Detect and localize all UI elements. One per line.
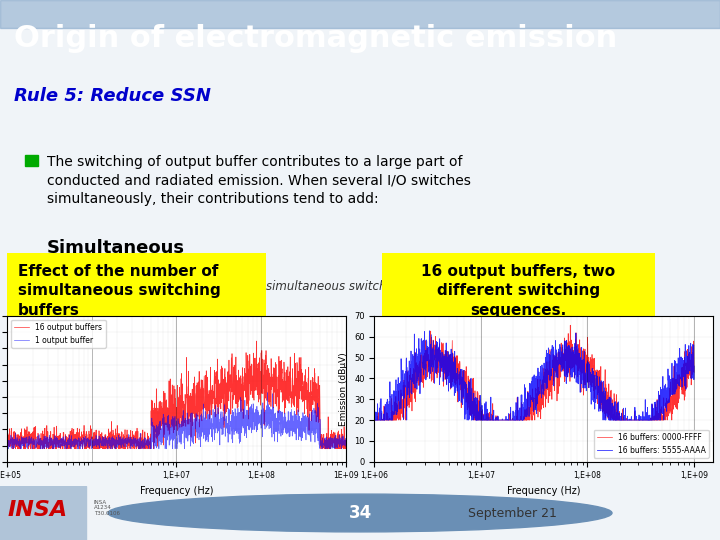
16 buffers: 5555-AAAA: (1.43e+06, 22.6): 5555-AAAA: (1.43e+06, 22.6) bbox=[387, 411, 395, 418]
16 buffers: 5555-AAAA: (8.24e+08, 55.1): 5555-AAAA: (8.24e+08, 55.1) bbox=[681, 344, 690, 350]
1 output buffer bbox=[341, 443, 350, 449]
16 buffers: 0000-FFFF: (6.89e+07, 65.5): 0000-FFFF: (6.89e+07, 65.5) bbox=[566, 322, 575, 328]
16 buffers: 0000-FFFF: (1e+06, 20): 0000-FFFF: (1e+06, 20) bbox=[370, 417, 379, 423]
16 buffers: 5555-AAAA: (1e+09, 45.9): 5555-AAAA: (1e+09, 45.9) bbox=[690, 363, 698, 369]
Y-axis label: Emission (dBµV): Emission (dBµV) bbox=[340, 352, 348, 426]
Line: 16 buffers: 0000-FFFF: 16 buffers: 0000-FFFF bbox=[374, 325, 694, 420]
16 buffers: 5555-AAAA: (2.9e+07, 27.1): 5555-AAAA: (2.9e+07, 27.1) bbox=[526, 402, 534, 409]
16 buffers: 5555-AAAA: (1.01e+06, 20): 5555-AAAA: (1.01e+06, 20) bbox=[370, 417, 379, 423]
Line: 16 output buffers: 16 output buffers bbox=[7, 341, 346, 449]
Text: 34: 34 bbox=[348, 504, 372, 522]
X-axis label: Frequency (Hz): Frequency (Hz) bbox=[507, 486, 580, 496]
1 output buffer bbox=[4, 446, 13, 452]
1 output buffer bbox=[332, 436, 341, 443]
Text: 16 output buffers, two
different switching
sequences.: 16 output buffers, two different switchi… bbox=[421, 264, 616, 318]
Bar bbox=[0, 0, 720, 28]
Text: simultaneous switching lines (bus coding): simultaneous switching lines (bus coding… bbox=[266, 280, 513, 293]
1 output buffer bbox=[270, 415, 279, 422]
16 buffers: 0000-FFFF: (8.21e+08, 31.3): 0000-FFFF: (8.21e+08, 31.3) bbox=[680, 393, 689, 400]
16 output buffers bbox=[3, 435, 12, 442]
Text: September 21: September 21 bbox=[468, 507, 557, 519]
16 output buffers bbox=[20, 426, 29, 432]
16 buffers: 0000-FFFF: (2.88e+07, 20): 0000-FFFF: (2.88e+07, 20) bbox=[526, 417, 534, 423]
16 buffers: 0000-FFFF: (8.18e+08, 39.6): 0000-FFFF: (8.18e+08, 39.6) bbox=[680, 376, 689, 382]
16 buffers: 5555-AAAA: (2.41e+07, 27.7): 5555-AAAA: (2.41e+07, 27.7) bbox=[518, 401, 526, 407]
16 buffers: 5555-AAAA: (8.21e+08, 43.1): 5555-AAAA: (8.21e+08, 43.1) bbox=[680, 369, 689, 375]
1 output buffer bbox=[168, 424, 176, 431]
16 buffers: 5555-AAAA: (3.28e+06, 62.8): 5555-AAAA: (3.28e+06, 62.8) bbox=[425, 328, 433, 334]
Circle shape bbox=[108, 494, 612, 532]
1 output buffer bbox=[3, 434, 12, 440]
Bar bbox=[0, 486, 86, 540]
1 output buffer bbox=[332, 443, 341, 450]
Legend: 16 output buffers, 1 output buffer: 16 output buffers, 1 output buffer bbox=[11, 320, 106, 348]
1 output buffer bbox=[158, 420, 167, 426]
FancyBboxPatch shape bbox=[382, 253, 655, 315]
Text: Rule 5: Reduce SSN: Rule 5: Reduce SSN bbox=[14, 87, 212, 105]
16 buffers: 0000-FFFF: (2.39e+07, 28.4): 0000-FFFF: (2.39e+07, 28.4) bbox=[517, 399, 526, 406]
16 output buffers bbox=[332, 435, 341, 441]
Legend: 16 buffers: 0000-FFFF, 16 buffers: 5555-AAAA: 16 buffers: 0000-FFFF, 16 buffers: 5555-… bbox=[593, 430, 709, 458]
Text: Simultaneous
Switching Noise.: Simultaneous Switching Noise. bbox=[47, 239, 215, 279]
Line: 1 output buffer: 1 output buffer bbox=[7, 393, 346, 449]
16 output buffers bbox=[332, 442, 341, 449]
1 output buffer bbox=[20, 442, 29, 448]
Text: Origin of electromagnetic emission: Origin of electromagnetic emission bbox=[14, 24, 618, 53]
Text: INSA: INSA bbox=[7, 500, 68, 521]
16 output buffers bbox=[252, 338, 261, 345]
FancyBboxPatch shape bbox=[7, 253, 266, 315]
16 buffers: 0000-FFFF: (2.31e+08, 20.8): 0000-FFFF: (2.31e+08, 20.8) bbox=[622, 415, 631, 422]
16 buffers: 5555-AAAA: (1e+06, 24.1): 5555-AAAA: (1e+06, 24.1) bbox=[370, 408, 379, 415]
16 output buffers bbox=[168, 421, 176, 428]
16 output buffers bbox=[341, 437, 350, 443]
X-axis label: Frequency (Hz): Frequency (Hz) bbox=[140, 486, 213, 496]
Bar bbox=[25, 156, 38, 166]
16 buffers: 0000-FFFF: (1e+09, 42.8): 0000-FFFF: (1e+09, 42.8) bbox=[690, 369, 698, 376]
Text: INSA
A1234
T30.0106: INSA A1234 T30.0106 bbox=[94, 500, 120, 516]
Line: 16 buffers: 5555-AAAA: 16 buffers: 5555-AAAA bbox=[374, 331, 694, 420]
16 output buffers bbox=[158, 410, 167, 417]
16 buffers: 0000-FFFF: (1.42e+06, 20): 0000-FFFF: (1.42e+06, 20) bbox=[387, 417, 395, 423]
16 output buffers bbox=[8, 446, 17, 452]
16 buffers: 5555-AAAA: (2.32e+08, 20): 5555-AAAA: (2.32e+08, 20) bbox=[622, 417, 631, 423]
16 output buffers bbox=[270, 386, 279, 393]
Text: The switching of output buffer contributes to a large part of
conducted and radi: The switching of output buffer contribut… bbox=[47, 156, 471, 206]
1 output buffer bbox=[263, 389, 271, 396]
Text: Effect of the number of
simultaneous switching
buffers: Effect of the number of simultaneous swi… bbox=[18, 264, 221, 318]
